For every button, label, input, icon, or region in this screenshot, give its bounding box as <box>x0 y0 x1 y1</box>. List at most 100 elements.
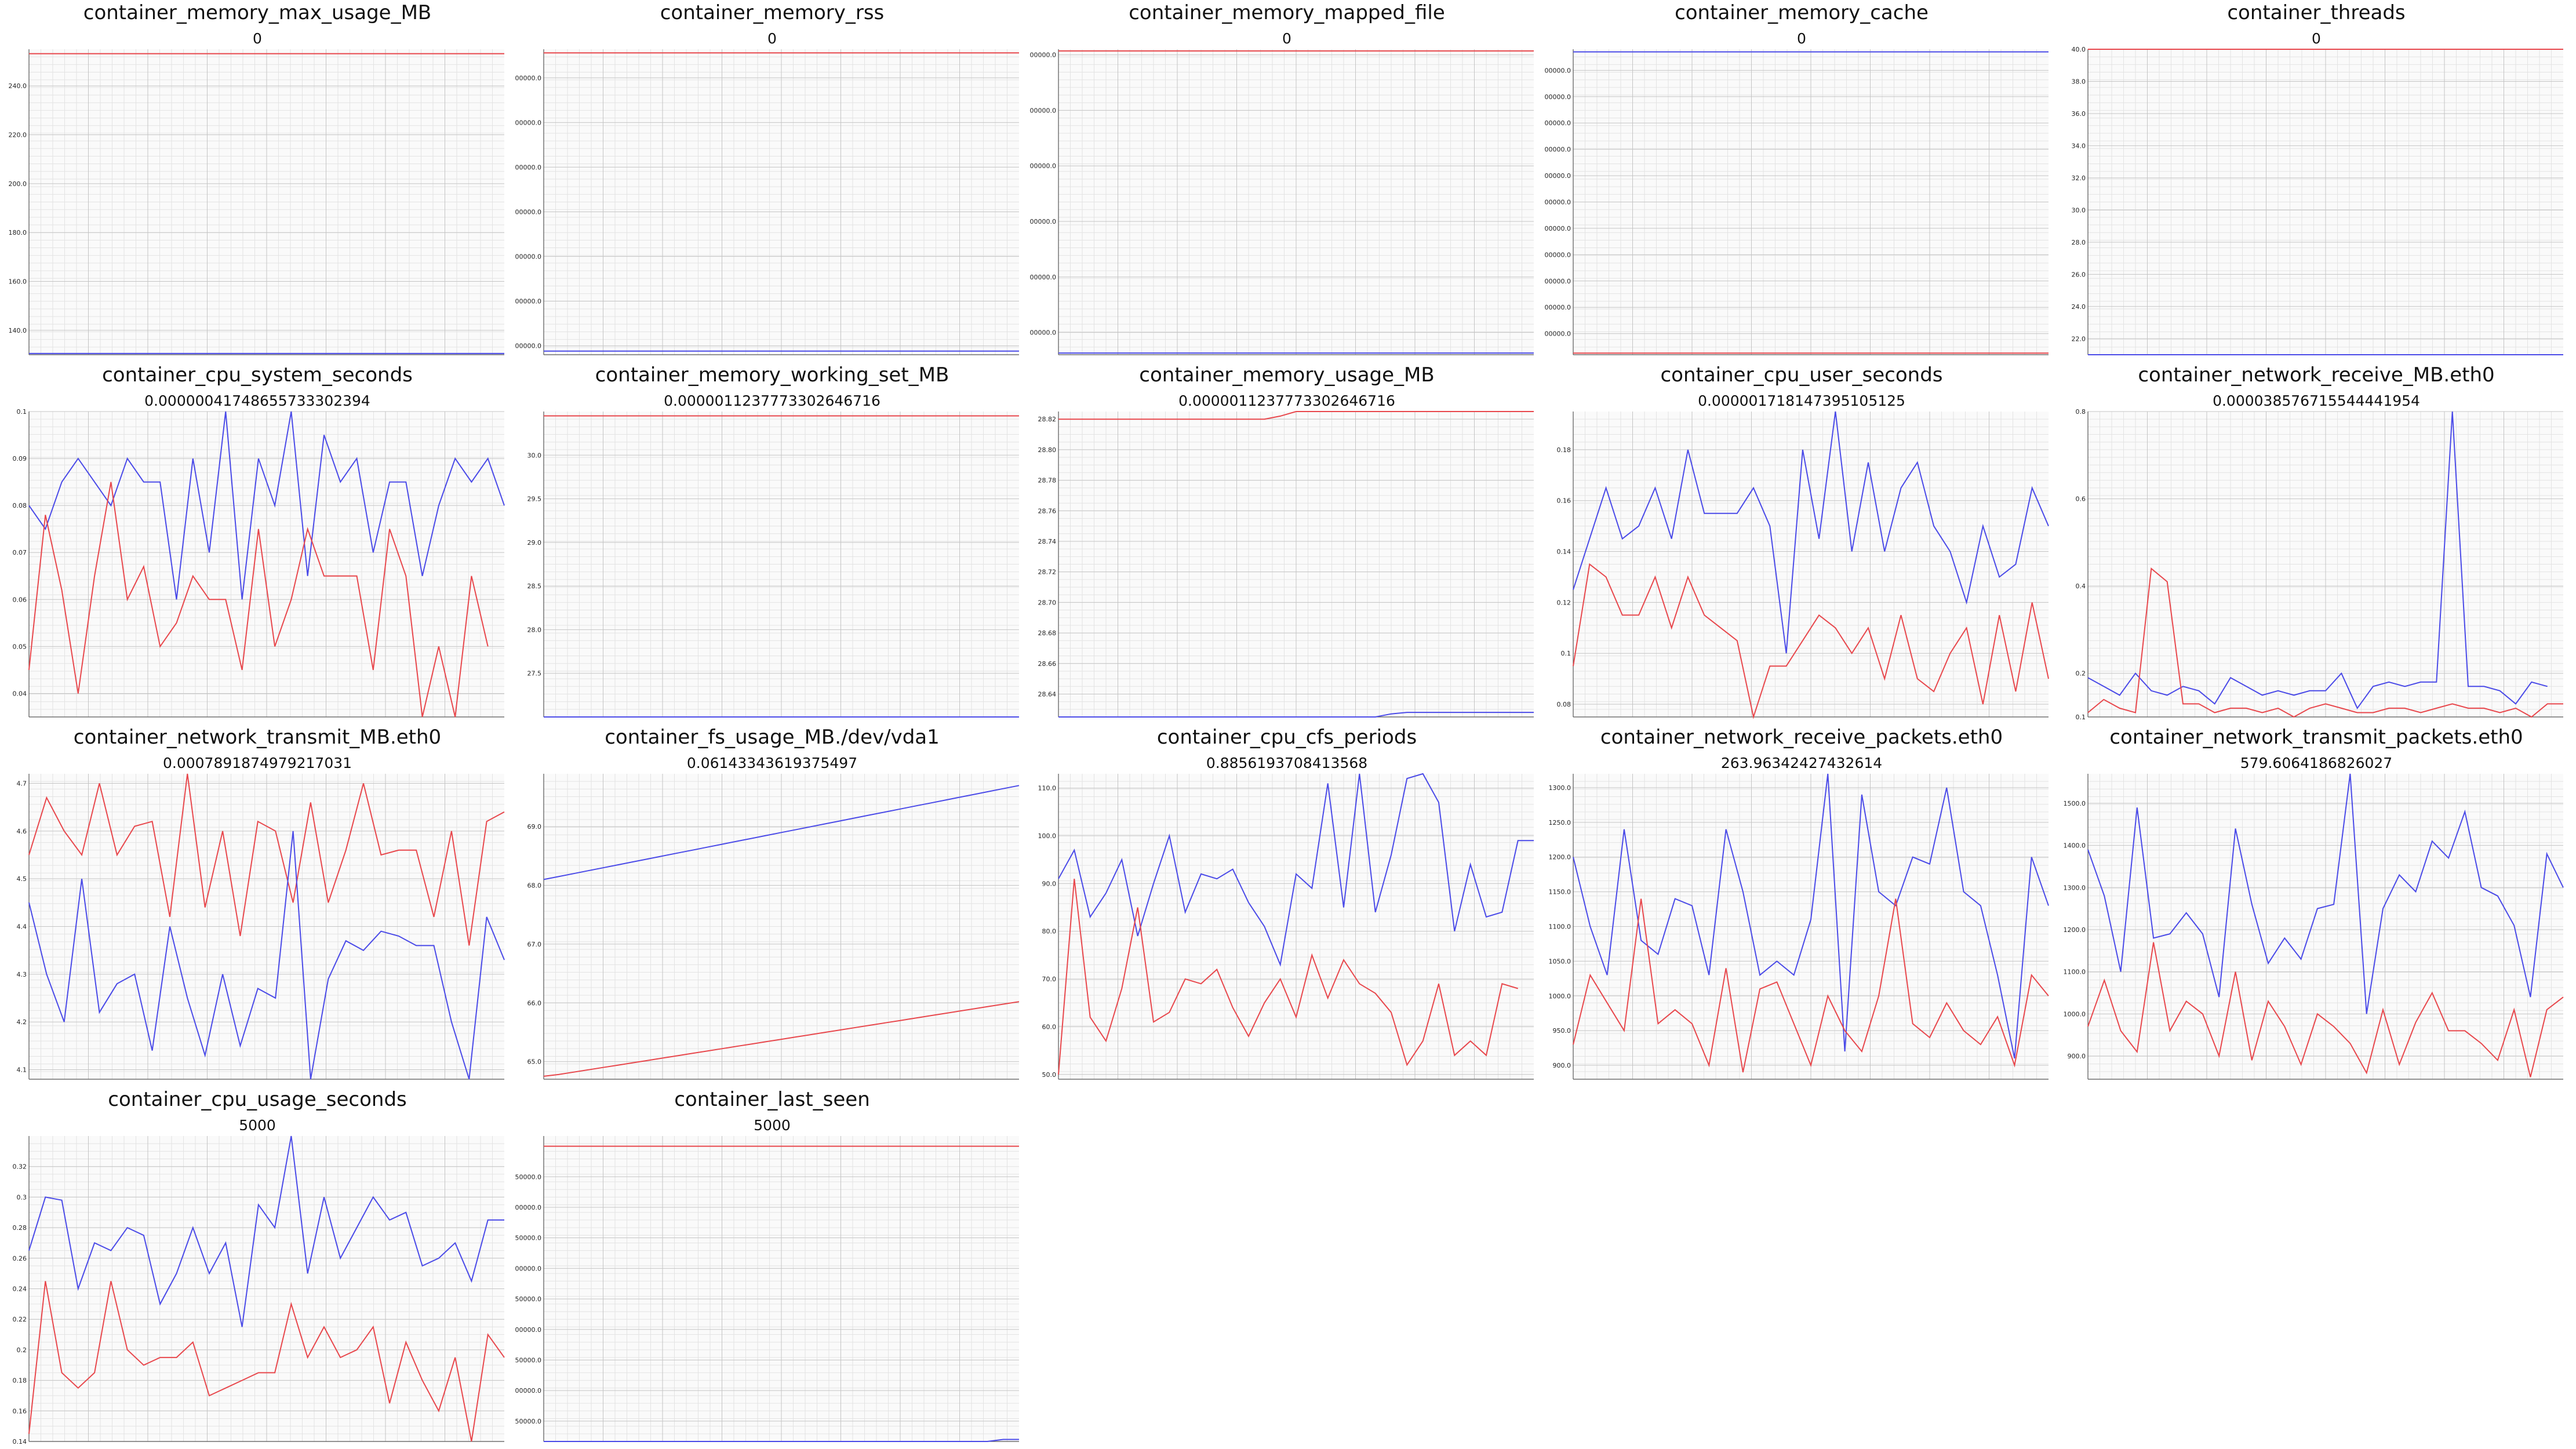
grid <box>544 1136 1019 1441</box>
y-tick-label: 69.0 <box>527 823 542 831</box>
y-tick-label: 1450000000.0 <box>1544 172 1571 180</box>
chart-panel: container_fs_usage_MB./dev/vda1 0.0614334… <box>515 724 1029 1087</box>
y-tick-label: 0.22 <box>13 1316 27 1323</box>
chart-subtitle: 0.8856193708413568 <box>1206 755 1368 771</box>
y-tick-label: 172000000.0 <box>515 163 541 171</box>
line-chart: 140.0 160.0 180.0 200.0 220.0 240.0 <box>9 49 504 355</box>
line-chart: 900.0 950.0 1000.0 1050.0 1100.0 1150.0 1200.0… <box>1549 773 2049 1080</box>
chart-title: container_memory_mapped_file <box>1129 1 1445 24</box>
series-line <box>28 1281 505 1442</box>
y-tick-label: 0.05 <box>13 643 27 650</box>
y-tick-label: 29.5 <box>527 496 542 503</box>
y-tick-label: 28.5 <box>527 582 542 590</box>
y-tick-label: 38.0 <box>2072 78 2086 85</box>
y-tick-label: 28.78 <box>1038 477 1057 485</box>
y-tick-label: 34.0 <box>2072 142 2086 150</box>
chart-panel: container_memory_rss 0 162000000.0 16450000… <box>515 0 1029 362</box>
y-tick-label: 1650000000.0 <box>1544 67 1571 74</box>
y-tick-label: 180.0 <box>9 229 27 236</box>
y-tick-label: 28.68 <box>1038 629 1057 637</box>
y-tick-label: 45000000.0 <box>1029 218 1056 225</box>
y-tick-label: 60.0 <box>1042 1023 1057 1031</box>
grid <box>29 49 504 355</box>
chart-subtitle: 0.00000041748655733302394 <box>144 392 370 409</box>
y-tick-label: 35000000.0 <box>1029 274 1056 281</box>
y-tick-label: 1000.0 <box>1549 992 1571 1000</box>
y-tick-label: 90.0 <box>1042 880 1057 887</box>
y-tick-label: 1200.0 <box>2064 926 2086 934</box>
y-tick-label: 4.7 <box>17 780 27 787</box>
y-tick-label: 28.82 <box>1038 416 1057 423</box>
y-tick-label: 1500000000.0 <box>1544 146 1571 154</box>
y-tick-label: 28.66 <box>1038 660 1057 668</box>
chart-subtitle: 0 <box>2312 30 2321 47</box>
y-tick-label: 1100.0 <box>1549 923 1571 931</box>
y-tick-label: 1200000000.0 <box>1544 304 1571 311</box>
chart-subtitle: 263.96342427432614 <box>1720 755 1883 771</box>
grid <box>2088 774 2563 1079</box>
y-tick-label: 0.04 <box>13 690 27 697</box>
y-tick-label: 65000000.0 <box>1029 107 1056 114</box>
chart-panel: container_cpu_usage_seconds 5000 0.14 0.16 0… <box>0 1087 515 1449</box>
series-line <box>28 411 505 600</box>
grid <box>1573 412 2049 717</box>
y-tick-label: 1550000000.0 <box>1544 119 1571 127</box>
chart-panel: container_last_seen 5000 1647750000.0 16479… <box>515 1087 1029 1449</box>
y-tick-label: 24.0 <box>2072 303 2086 311</box>
y-tick-label: 1647750000.0 <box>515 1418 541 1425</box>
y-tick-label: 1050.0 <box>1549 957 1571 965</box>
chart-title: container_network_transmit_MB.eth0 <box>73 726 442 749</box>
grid <box>29 1136 504 1442</box>
y-tick-label: 0.16 <box>13 1407 27 1415</box>
chart-panel: container_cpu_cfs_periods 0.8856193708413… <box>1029 724 1544 1087</box>
chart-title: container_memory_max_usage_MB <box>83 1 432 24</box>
chart-title: container_memory_cache <box>1675 1 1929 24</box>
y-tick-label: 28.64 <box>1038 690 1057 698</box>
chart-panel: container_memory_cache 0 1150000000.0 12000… <box>1544 0 2059 362</box>
y-tick-label: 0.16 <box>1557 497 1571 505</box>
series-line <box>1573 411 2049 654</box>
chart-subtitle: 5000 <box>239 1117 276 1134</box>
grid <box>1573 49 2049 355</box>
series-line <box>28 773 505 946</box>
y-tick-label: 28.80 <box>1038 446 1057 454</box>
y-tick-label: 28.74 <box>1038 538 1057 545</box>
y-tick-label: 27.5 <box>527 670 542 678</box>
line-chart: 4.1 4.2 4.3 4.4 4.5 4.6 4.7 <box>17 773 505 1080</box>
y-tick-label: 36.0 <box>2072 110 2086 118</box>
y-tick-label: 1200.0 <box>1549 854 1571 861</box>
y-tick-label: 1648500000.0 <box>515 1265 541 1272</box>
y-tick-label: 1000.0 <box>2064 1010 2086 1018</box>
y-tick-label: 200.0 <box>9 180 27 188</box>
y-tick-label: 66.0 <box>527 999 542 1007</box>
y-tick-label: 0.18 <box>13 1377 27 1385</box>
chart-title: container_memory_usage_MB <box>1139 363 1435 387</box>
y-tick-label: 220.0 <box>9 132 27 139</box>
y-tick-label: 0.14 <box>13 1438 27 1446</box>
y-tick-label: 0.1 <box>1561 650 1571 657</box>
line-chart: 1150000000.0 1200000000.0 1250000000.0 1300… <box>1544 49 2049 355</box>
y-tick-label: 0.08 <box>1557 701 1571 708</box>
chart-title: container_network_transmit_packets.eth0 <box>2109 726 2523 749</box>
chart-title: container_memory_rss <box>660 1 885 24</box>
line-chart: 50.0 60.0 70.0 80.0 90.0 100.0 110.0 <box>1038 773 1534 1080</box>
y-tick-label: 4.4 <box>17 923 27 931</box>
y-tick-label: 30.0 <box>527 452 542 459</box>
chart-panel: container_cpu_system_seconds 0.0000004174… <box>0 362 515 724</box>
chart-title: container_cpu_cfs_periods <box>1156 726 1417 749</box>
y-tick-label: 4.2 <box>17 1018 27 1026</box>
y-tick-label: 65.0 <box>527 1058 542 1066</box>
y-tick-label: 67.0 <box>527 941 542 948</box>
series-line <box>1058 879 1518 1075</box>
chart-title: container_last_seen <box>674 1088 870 1111</box>
line-chart: 27.5 28.0 28.5 29.0 29.5 30.0 <box>527 412 1019 718</box>
chart-title: container_threads <box>2227 1 2406 24</box>
series-line <box>1058 411 1534 420</box>
y-tick-label: 0.6 <box>2076 496 2086 503</box>
y-tick-label: 177000000.0 <box>515 74 541 82</box>
chart-panel: container_cpu_user_seconds 0.000001718147… <box>1544 362 2059 724</box>
chart-title: container_memory_working_set_MB <box>595 363 949 387</box>
series-line <box>2087 567 2563 718</box>
y-tick-label: 1300.0 <box>2064 884 2086 891</box>
chart-panel: container_network_transmit_packets.eth0 5… <box>2059 724 2574 1087</box>
